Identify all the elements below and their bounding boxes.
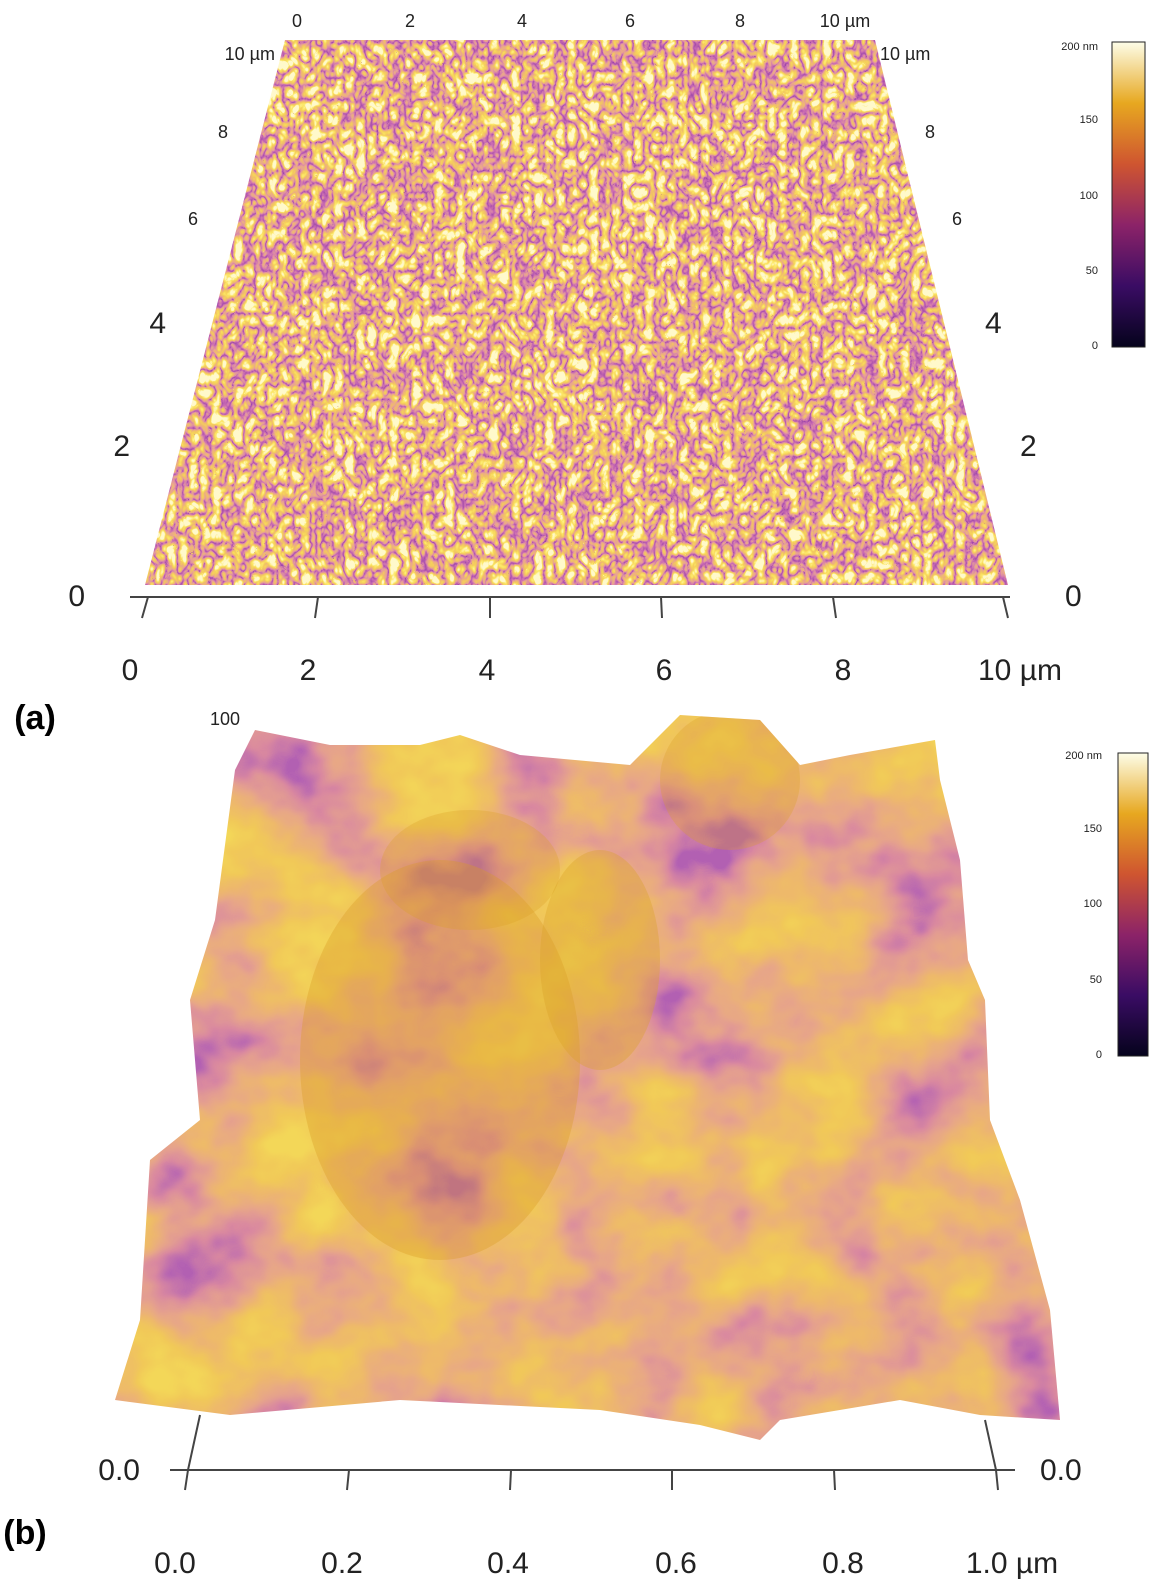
bottom-axis-label: 0 [122, 654, 139, 687]
colorbar-label: 100 [1084, 898, 1102, 910]
colorbar-label: 100 [1080, 190, 1098, 202]
bottom-axis-label: 0.4 [487, 1547, 529, 1580]
right-axis-label: 2 [1020, 430, 1037, 463]
right-axis-label: 0.0 [1040, 1454, 1082, 1487]
surface-b [110, 705, 1065, 1445]
left-axis-label: 4 [149, 307, 166, 340]
left-axis-label: 10 µm [225, 44, 275, 64]
colorbar-label: 0 [1092, 340, 1098, 352]
bottom-axis-label: 2 [300, 654, 317, 687]
figure: (a) 0 2 4 6 8 10 µm 10 µm 8 6 4 2 0 10 µm 8 6 4 2 0 0 2 4 6 8 10… [0, 0, 1171, 1588]
left-axis-label: 0 [68, 580, 85, 613]
right-axis-label: 8 [925, 122, 935, 142]
bottom-axis-label: 0.8 [822, 1547, 864, 1580]
top-axis-label: 10 µm [820, 11, 870, 31]
panel-label: (a) [14, 699, 56, 737]
colorbar-label: 0 [1096, 1049, 1102, 1061]
right-axis-label: 10 µm [880, 44, 930, 64]
bottom-axis-label: 10 µm [978, 654, 1062, 687]
left-axis-label: 0.0 [98, 1454, 140, 1487]
bottom-axis-label: 8 [835, 654, 852, 687]
right-axis-label: 6 [952, 209, 962, 229]
bottom-axis-label: 0.2 [321, 1547, 363, 1580]
colorbar-label: 200 nm [1065, 750, 1102, 762]
top-axis-label: 4 [517, 11, 527, 31]
left-axis-label: 8 [218, 122, 228, 142]
top-axis-label: 2 [405, 11, 415, 31]
top-axis-label: 8 [735, 11, 745, 31]
bottom-axis-label: 1.0 µm [966, 1547, 1058, 1580]
z-axis-label: 100 [210, 709, 240, 729]
right-axis-label: 0 [1065, 580, 1082, 613]
colorbar-label: 150 [1084, 823, 1102, 835]
colorbar-label: 200 nm [1061, 41, 1098, 53]
bottom-axis-label: 0.0 [154, 1547, 196, 1580]
right-axis-label: 4 [985, 307, 1002, 340]
bottom-axis-label: 0.6 [655, 1547, 697, 1580]
surface-a [140, 35, 1015, 590]
top-axis-label: 0 [292, 11, 302, 31]
bottom-axis-label: 6 [656, 654, 673, 687]
panel-label: (b) [3, 1514, 46, 1552]
colorbar-label: 50 [1090, 974, 1102, 986]
colorbar-label: 50 [1086, 265, 1098, 277]
left-axis-label: 6 [188, 209, 198, 229]
bottom-axis-label: 4 [479, 654, 496, 687]
left-axis-label: 2 [113, 430, 130, 463]
colorbar-label: 150 [1080, 114, 1098, 126]
top-axis-label: 6 [625, 11, 635, 31]
